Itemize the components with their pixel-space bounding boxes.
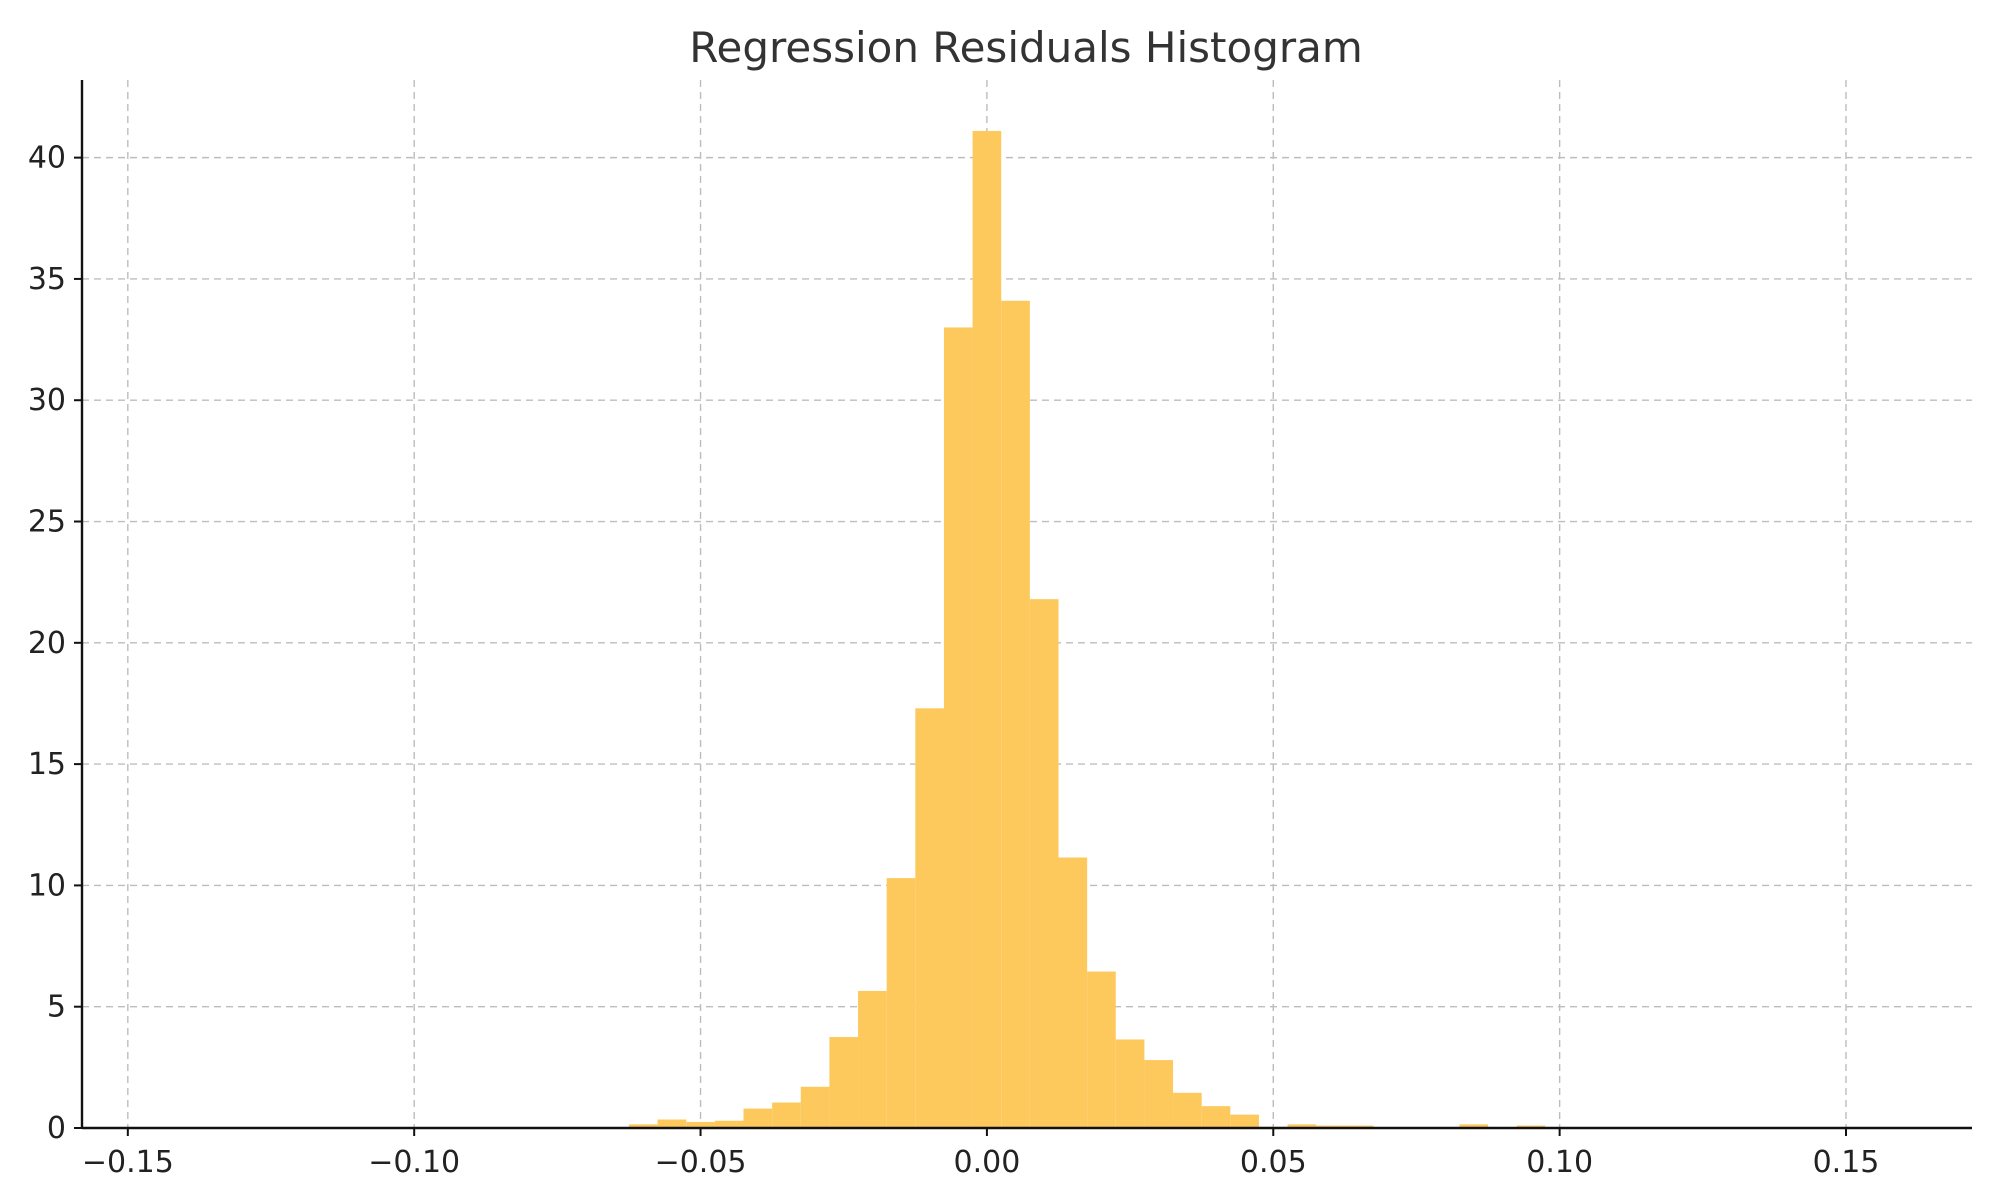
histogram-bar — [915, 708, 944, 1128]
y-tick-label: 25 — [28, 505, 66, 540]
histogram-bar — [1459, 1124, 1489, 1128]
y-tick-label: 30 — [28, 383, 66, 418]
histogram-bar — [972, 130, 1002, 1128]
histogram-bar — [714, 1120, 744, 1128]
x-tick-label: 0.05 — [1240, 1145, 1307, 1180]
histogram-bar — [657, 1119, 687, 1128]
histogram-bar — [1201, 1106, 1231, 1128]
histogram-bar — [886, 878, 916, 1128]
histogram-bars — [628, 130, 1546, 1128]
y-tick-label: 15 — [28, 747, 66, 782]
histogram-bar — [1316, 1125, 1345, 1128]
histogram-bar — [1287, 1124, 1317, 1128]
histogram-bar — [1087, 971, 1116, 1128]
histogram-bar — [943, 327, 973, 1128]
histogram-bar — [628, 1124, 658, 1128]
histogram-bar — [800, 1086, 830, 1128]
histogram-bar — [1115, 1039, 1145, 1128]
x-tick-label: 0.15 — [1813, 1145, 1880, 1180]
histogram-bar — [1001, 300, 1030, 1128]
histogram-bar — [858, 990, 887, 1128]
histogram-bar — [1230, 1114, 1259, 1128]
y-tick-label: 35 — [28, 262, 66, 297]
axis-ticks: −0.15 −0.10 −0.05 0.00 0.05 0.10 0.15 0 5 10 15 20 2… — [28, 141, 1880, 1180]
histogram-bar — [686, 1121, 715, 1128]
x-tick-label: 0.00 — [954, 1145, 1021, 1180]
histogram-bar — [1173, 1092, 1202, 1128]
y-tick-label: 20 — [28, 626, 66, 661]
y-tick-label: 40 — [28, 141, 66, 176]
histogram-bar — [743, 1108, 773, 1128]
chart-title: Regression Residuals Histogram — [689, 23, 1363, 72]
x-tick-label: −0.05 — [655, 1145, 747, 1180]
y-tick-label: 10 — [28, 868, 66, 903]
x-tick-label: −0.10 — [368, 1145, 460, 1180]
histogram-bar — [829, 1037, 859, 1128]
axes — [80, 80, 1972, 1130]
histogram-bar — [1029, 599, 1059, 1128]
histogram-bar — [1516, 1125, 1546, 1128]
x-tick-label: −0.15 — [82, 1145, 174, 1180]
histogram-bar — [1344, 1125, 1374, 1128]
y-tick-label: 0 — [47, 1111, 66, 1146]
histogram-bar — [772, 1102, 801, 1128]
histogram-bar — [1058, 857, 1088, 1128]
x-tick-label: 0.10 — [1526, 1145, 1593, 1180]
histogram-bar — [1144, 1060, 1174, 1128]
y-tick-label: 5 — [47, 990, 66, 1025]
